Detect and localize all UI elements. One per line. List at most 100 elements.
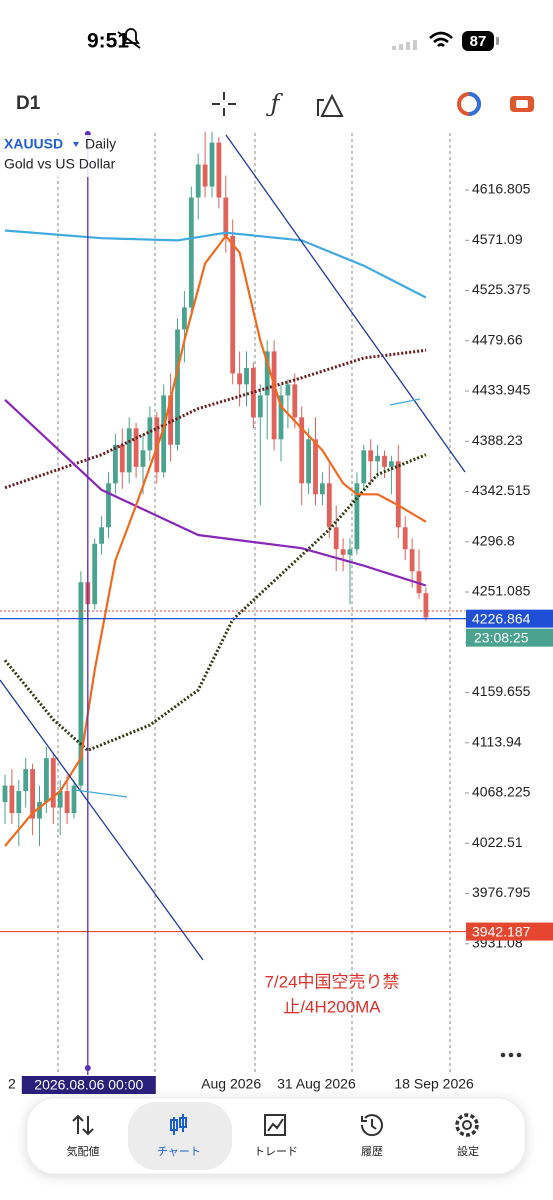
candle-body — [395, 461, 401, 528]
candle-body — [264, 351, 270, 396]
candle-body — [188, 197, 194, 308]
candle-body — [361, 450, 367, 484]
countdown-tag — [466, 628, 553, 647]
candle-body — [340, 549, 346, 555]
candle-body — [423, 593, 429, 618]
signal-icon — [392, 40, 417, 50]
tab-icon — [72, 1114, 94, 1136]
candle-body — [223, 197, 229, 236]
candle-body — [57, 791, 63, 808]
candle-body — [92, 543, 98, 605]
candle-body — [292, 384, 298, 418]
tab-label[interactable]: トレード — [254, 1146, 298, 1158]
trend-line[interactable] — [225, 134, 466, 473]
period: Daily — [85, 136, 116, 152]
battery-icon — [462, 31, 494, 51]
price-tag — [466, 922, 553, 941]
symbol[interactable]: XAUUSD — [4, 136, 63, 152]
y-tick-label: 3976.795 — [472, 884, 531, 900]
candle-body — [133, 428, 139, 467]
tab-label[interactable]: 履歴 — [361, 1145, 383, 1158]
candle-body — [50, 758, 56, 808]
more-menu[interactable] — [500, 1052, 522, 1058]
date-grid — [57, 133, 451, 1075]
candle-body — [354, 483, 360, 550]
tab-label[interactable]: 気配値 — [67, 1144, 100, 1158]
candle-body — [182, 307, 187, 330]
candle-body — [306, 439, 311, 484]
tab-icon — [455, 1113, 479, 1137]
candle-body — [161, 395, 167, 473]
tab-icon — [264, 1114, 286, 1136]
candle-body — [237, 373, 242, 385]
candle-body — [37, 802, 42, 819]
y-tick-label: 4433.945 — [472, 382, 531, 398]
annotation: 7/24中国空売り禁 — [264, 972, 399, 991]
chart: XAUUSD Daily Gold vs US Dollar 7/24中国空売り… — [0, 131, 522, 1075]
candle-body — [30, 769, 35, 819]
trend-line[interactable] — [0, 679, 204, 961]
candle-body — [64, 791, 70, 814]
trade-icon-half[interactable] — [468, 92, 481, 116]
candle-body — [382, 455, 387, 467]
y-tick-label: 4296.8 — [472, 532, 515, 548]
wifi-icon — [429, 31, 453, 47]
candle-body — [99, 527, 104, 544]
clock: 9:51 — [87, 30, 129, 53]
y-tick-label: 4388.23 — [472, 432, 523, 448]
timeframe[interactable]: D1 — [16, 93, 41, 114]
candle-body — [368, 450, 374, 462]
indicator-tool[interactable]: ƒ — [266, 90, 284, 118]
battery-tip — [496, 37, 499, 45]
candle-body — [347, 549, 353, 555]
candle-body — [140, 450, 146, 467]
candle-body — [126, 428, 132, 473]
candle-body — [333, 527, 339, 550]
indicator-line — [4, 234, 427, 847]
crosshair-tool[interactable] — [212, 92, 236, 116]
candle-body — [195, 164, 201, 198]
objects-tool[interactable] — [317, 93, 344, 117]
crosshair-label-bg — [21, 1076, 156, 1094]
symbol-bg — [0, 135, 140, 177]
battery-level: 87 — [470, 33, 487, 50]
candle-body — [147, 417, 153, 451]
y-tick-label: 4159.655 — [472, 683, 531, 699]
candle-body — [409, 549, 415, 572]
crosshair-label: 2026.08.06 00:00 — [34, 1077, 143, 1093]
x-tick-label: Aug 2026 — [201, 1076, 261, 1092]
candle-body — [299, 417, 305, 484]
candle-body — [44, 758, 49, 803]
tab-icon — [170, 1114, 187, 1135]
candle-body — [320, 483, 325, 495]
candle-body — [23, 769, 29, 792]
candle-body — [251, 367, 256, 418]
y-tick-label: 4251.085 — [472, 583, 531, 599]
annotation: 止/4H200MA — [283, 997, 381, 1016]
candle-body — [271, 351, 277, 440]
ray-line[interactable] — [389, 398, 421, 406]
chart-mode-inner — [516, 100, 528, 108]
candle-body — [9, 785, 15, 814]
ray-line[interactable] — [74, 789, 128, 798]
y-tick-label: 4571.09 — [472, 231, 523, 247]
candle-body — [106, 483, 111, 528]
y-tick-label: 4342.515 — [472, 482, 531, 498]
tab-label[interactable]: 設定 — [457, 1144, 479, 1158]
indicator-line — [4, 348, 427, 490]
indicator-line — [4, 398, 427, 587]
x-tick-label: 31 Aug 2026 — [277, 1076, 356, 1092]
candle-body — [375, 455, 380, 462]
description: Gold vs US Dollar — [4, 156, 116, 172]
symbol-caret[interactable] — [73, 142, 79, 147]
indicator-line — [4, 229, 427, 299]
y-tick-label: 4616.805 — [472, 181, 531, 197]
candle-body — [2, 785, 8, 803]
tab-label[interactable]: チャート — [157, 1145, 201, 1158]
candle-body — [257, 395, 263, 418]
indicator-line — [3, 453, 427, 753]
candle-body — [209, 142, 215, 187]
candle-body — [216, 142, 222, 198]
tab-icon — [360, 1114, 383, 1137]
